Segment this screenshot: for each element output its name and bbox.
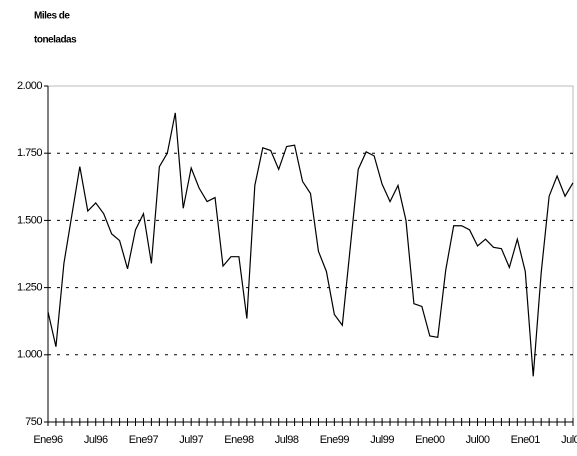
- x-tick-label: Jul01: [561, 434, 577, 446]
- y-tick-label: 1.750: [17, 147, 42, 159]
- x-tick-label: Ene98: [224, 434, 254, 446]
- x-tick-label: Ene97: [129, 434, 159, 446]
- y-tick-label: 1.000: [17, 349, 42, 361]
- x-tick-label: Ene96: [33, 434, 63, 446]
- y-tick-label: 1.500: [17, 214, 42, 226]
- x-tick-label: Jul98: [275, 434, 299, 446]
- x-tick-label: Jul97: [179, 434, 203, 446]
- chart-title: toneladas: [34, 35, 77, 46]
- y-tick-label: 1.250: [17, 282, 42, 294]
- chart-title: Miles de: [34, 11, 70, 22]
- y-tick-label: 2.000: [17, 80, 42, 92]
- x-tick-label: Ene99: [320, 434, 350, 446]
- x-tick-label: Jul99: [370, 434, 394, 446]
- plot-frame: [47, 85, 574, 423]
- y-tick-label: 750: [25, 416, 42, 428]
- x-tick-label: Jul00: [466, 434, 490, 446]
- x-tick-label: Ene01: [511, 434, 541, 446]
- x-tick-label: Jul96: [84, 434, 108, 446]
- x-tick-label: Ene00: [415, 434, 445, 446]
- data-line: [47, 112, 574, 377]
